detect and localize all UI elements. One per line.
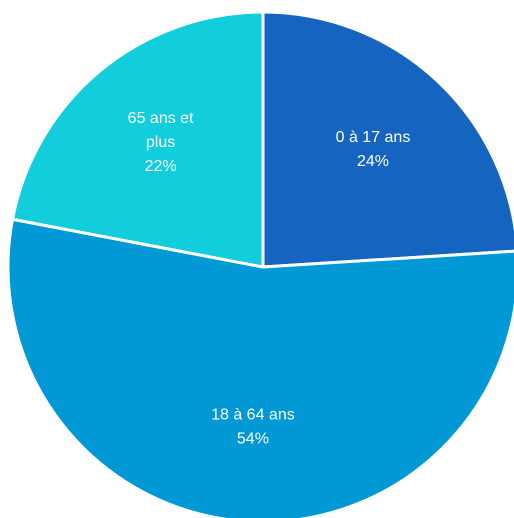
pie-label-value: 24% [357,153,389,170]
pie-label-category-line: 0 à 17 ans [336,129,411,146]
pie-label-category-line: plus [146,134,175,151]
pie-label-category-line: 65 ans et [128,110,194,127]
pie-label-category-line: 18 à 64 ans [211,407,295,424]
pie-label-value: 54% [237,431,269,448]
pie-label-value: 22% [145,158,177,175]
